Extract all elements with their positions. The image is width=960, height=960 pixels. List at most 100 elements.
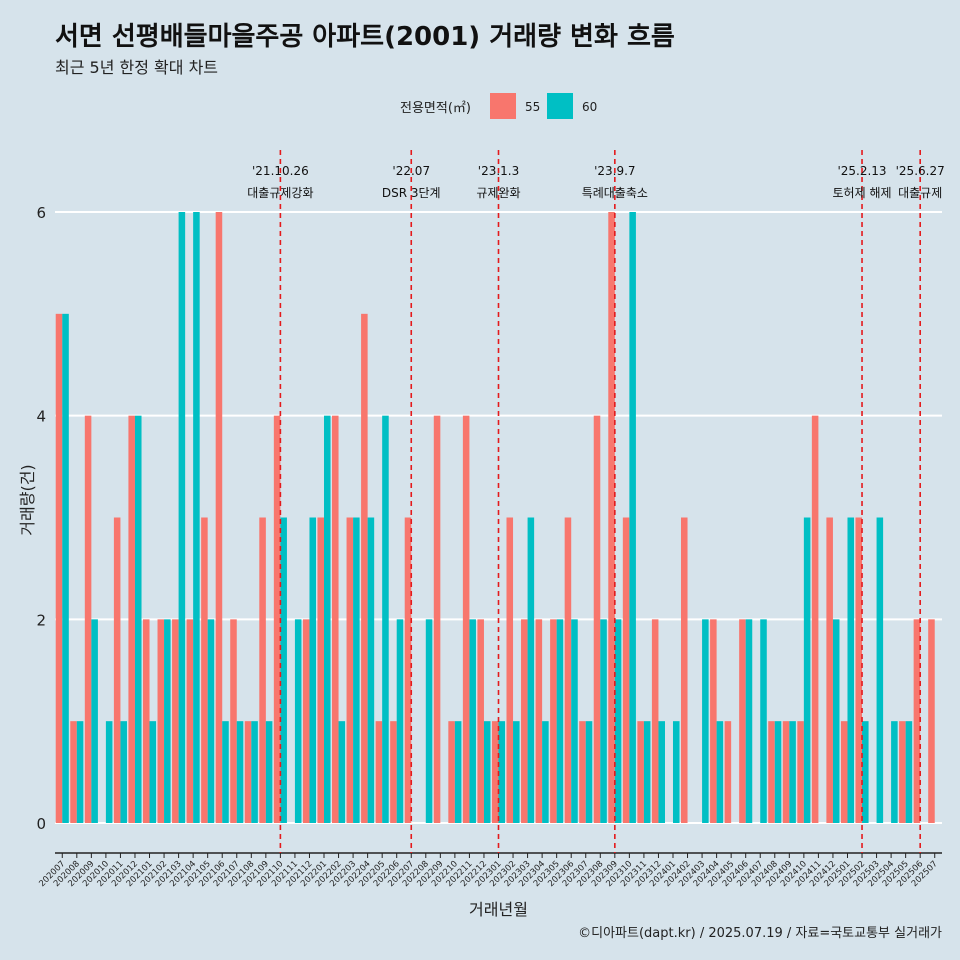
bar xyxy=(375,721,383,823)
bar xyxy=(186,619,194,823)
bar xyxy=(527,517,535,823)
bar xyxy=(390,721,397,823)
bar xyxy=(251,721,258,823)
bar xyxy=(62,313,69,823)
bar xyxy=(847,517,855,823)
bar xyxy=(637,721,644,823)
legend-title: 전용면적(㎡) xyxy=(400,101,471,116)
bar xyxy=(346,517,354,823)
bar xyxy=(716,721,724,823)
bar xyxy=(230,619,237,823)
bar xyxy=(789,721,796,823)
annotation-label: 특례대출축소 xyxy=(582,186,648,200)
bar xyxy=(193,212,200,823)
bar xyxy=(629,212,636,823)
bar xyxy=(855,517,863,823)
bar xyxy=(259,517,266,823)
bar xyxy=(324,415,331,823)
bar xyxy=(367,517,375,823)
bar xyxy=(832,619,840,823)
annotation-date: '22.07 xyxy=(392,164,430,178)
bar xyxy=(643,721,651,823)
bar xyxy=(622,517,630,823)
bar xyxy=(178,212,186,823)
bar xyxy=(571,619,578,823)
bar xyxy=(265,721,273,823)
legend-swatch xyxy=(547,93,573,119)
bar xyxy=(477,619,484,823)
bar xyxy=(899,721,906,823)
bar xyxy=(710,619,717,823)
bar xyxy=(585,721,593,823)
bar xyxy=(774,721,782,823)
bar xyxy=(556,619,564,823)
annotation-date: '23.1.3 xyxy=(478,164,519,178)
bar xyxy=(739,619,746,823)
bar xyxy=(70,721,77,823)
annotation-date: '25.2.13 xyxy=(837,164,886,178)
annotation-label: 대출규제 xyxy=(898,186,942,200)
annotation-label: DSR 3단계 xyxy=(382,186,441,200)
bar xyxy=(294,619,302,823)
bar xyxy=(302,619,310,823)
bar xyxy=(564,517,572,823)
bar xyxy=(404,517,412,823)
bar xyxy=(215,212,223,823)
bar xyxy=(768,721,775,823)
chart-subtitle: 최근 5년 한정 확대 차트 xyxy=(55,58,219,77)
bar xyxy=(448,721,455,823)
bar xyxy=(76,721,84,823)
bar xyxy=(535,619,543,823)
bar xyxy=(244,721,252,823)
annotation-date: '25.6.27 xyxy=(896,164,945,178)
y-tick-label: 2 xyxy=(36,611,46,629)
bar xyxy=(84,415,92,823)
bar xyxy=(608,212,615,823)
bar xyxy=(222,721,229,823)
bar xyxy=(236,721,244,823)
bar xyxy=(658,721,665,823)
bar xyxy=(579,721,586,823)
bar xyxy=(396,619,404,823)
bar xyxy=(425,619,433,823)
y-axis-title: 거래량(건) xyxy=(18,464,37,535)
bar xyxy=(782,721,790,823)
bar xyxy=(506,517,514,823)
annotation-label: 대출규제강화 xyxy=(247,186,313,200)
bar xyxy=(454,721,462,823)
chart-caption: ©디아파트(dapt.kr) / 2025.07.19 / 자료=국토교통부 실… xyxy=(578,926,942,941)
bar xyxy=(134,415,142,823)
bar xyxy=(157,619,165,823)
annotation-label: 토허제 해제 xyxy=(833,186,892,200)
bar xyxy=(361,313,368,823)
bar xyxy=(149,721,157,823)
bar xyxy=(113,517,121,823)
bar xyxy=(600,619,607,823)
bar xyxy=(760,619,767,823)
bar xyxy=(483,721,491,823)
bar xyxy=(811,415,819,823)
bar xyxy=(928,619,935,823)
bar xyxy=(702,619,709,823)
bar xyxy=(120,721,127,823)
y-tick-label: 6 xyxy=(36,204,46,222)
bar xyxy=(462,415,470,823)
bar xyxy=(332,415,339,823)
legend-label: 60 xyxy=(582,100,597,114)
bar xyxy=(913,619,921,823)
bar xyxy=(797,721,804,823)
legend-swatch xyxy=(490,93,516,119)
bar xyxy=(803,517,811,823)
bar xyxy=(498,721,506,823)
bar xyxy=(905,721,913,823)
bar xyxy=(672,721,680,823)
bar xyxy=(433,415,441,823)
bar xyxy=(840,721,848,823)
bar xyxy=(338,721,346,823)
bar xyxy=(513,721,520,823)
chart-title: 서면 선평배들마을주공 아파트(2001) 거래량 변화 흐름 xyxy=(55,22,675,52)
legend-label: 55 xyxy=(525,100,540,114)
bar xyxy=(680,517,688,823)
bar xyxy=(280,517,287,823)
